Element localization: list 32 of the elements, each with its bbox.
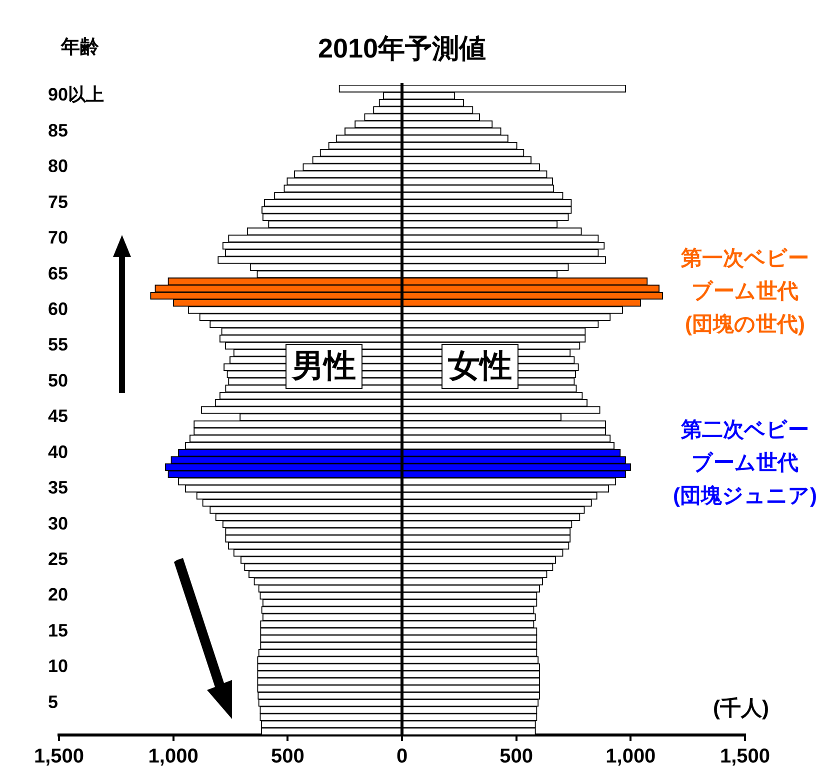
y-tick-label: 70 — [48, 228, 68, 248]
y-tick-label: 60 — [48, 298, 68, 319]
x-tick-label: 500 — [500, 746, 534, 768]
annotation: 第一次ベビーブーム世代(団塊の世代) — [680, 246, 809, 336]
y-tick-label: 40 — [48, 442, 68, 462]
y-tick-label: 65 — [48, 263, 68, 284]
y-tick-label: 90以上 — [48, 84, 104, 105]
chart-title: 2010年予測値 — [318, 33, 486, 64]
x-axis-title: (千人) — [713, 696, 769, 720]
x-tick-label: 1,500 — [720, 746, 770, 768]
y-tick-label: 55 — [48, 334, 68, 355]
x-tick-label: 500 — [270, 746, 304, 768]
y-tick-label: 15 — [48, 620, 68, 640]
y-tick-label: 20 — [48, 584, 68, 605]
y-tick-label: 10 — [48, 656, 68, 676]
y-tick-label: 5 — [48, 692, 58, 712]
y-tick-label: 80 — [48, 156, 68, 176]
x-tick-label: 1,000 — [148, 746, 198, 768]
y-tick-label: 85 — [48, 120, 68, 140]
y-tick-label: 75 — [48, 192, 68, 212]
series-label: 女性 — [447, 347, 512, 384]
x-tick-label: 1,000 — [606, 746, 656, 768]
x-tick-label: 0 — [396, 746, 408, 768]
y-tick-label: 25 — [48, 548, 68, 569]
series-label: 男性 — [291, 347, 356, 384]
annotation: 第二次ベビーブーム世代(団塊ジュニア) — [673, 418, 817, 508]
y-tick-label: 50 — [48, 370, 68, 390]
y-tick-label: 35 — [48, 478, 68, 498]
y-tick-label: 45 — [48, 406, 68, 426]
y-tick-label: 30 — [48, 513, 68, 534]
y-axis-title: 年齢 — [60, 37, 100, 58]
x-tick-label: 1,500 — [34, 746, 84, 768]
